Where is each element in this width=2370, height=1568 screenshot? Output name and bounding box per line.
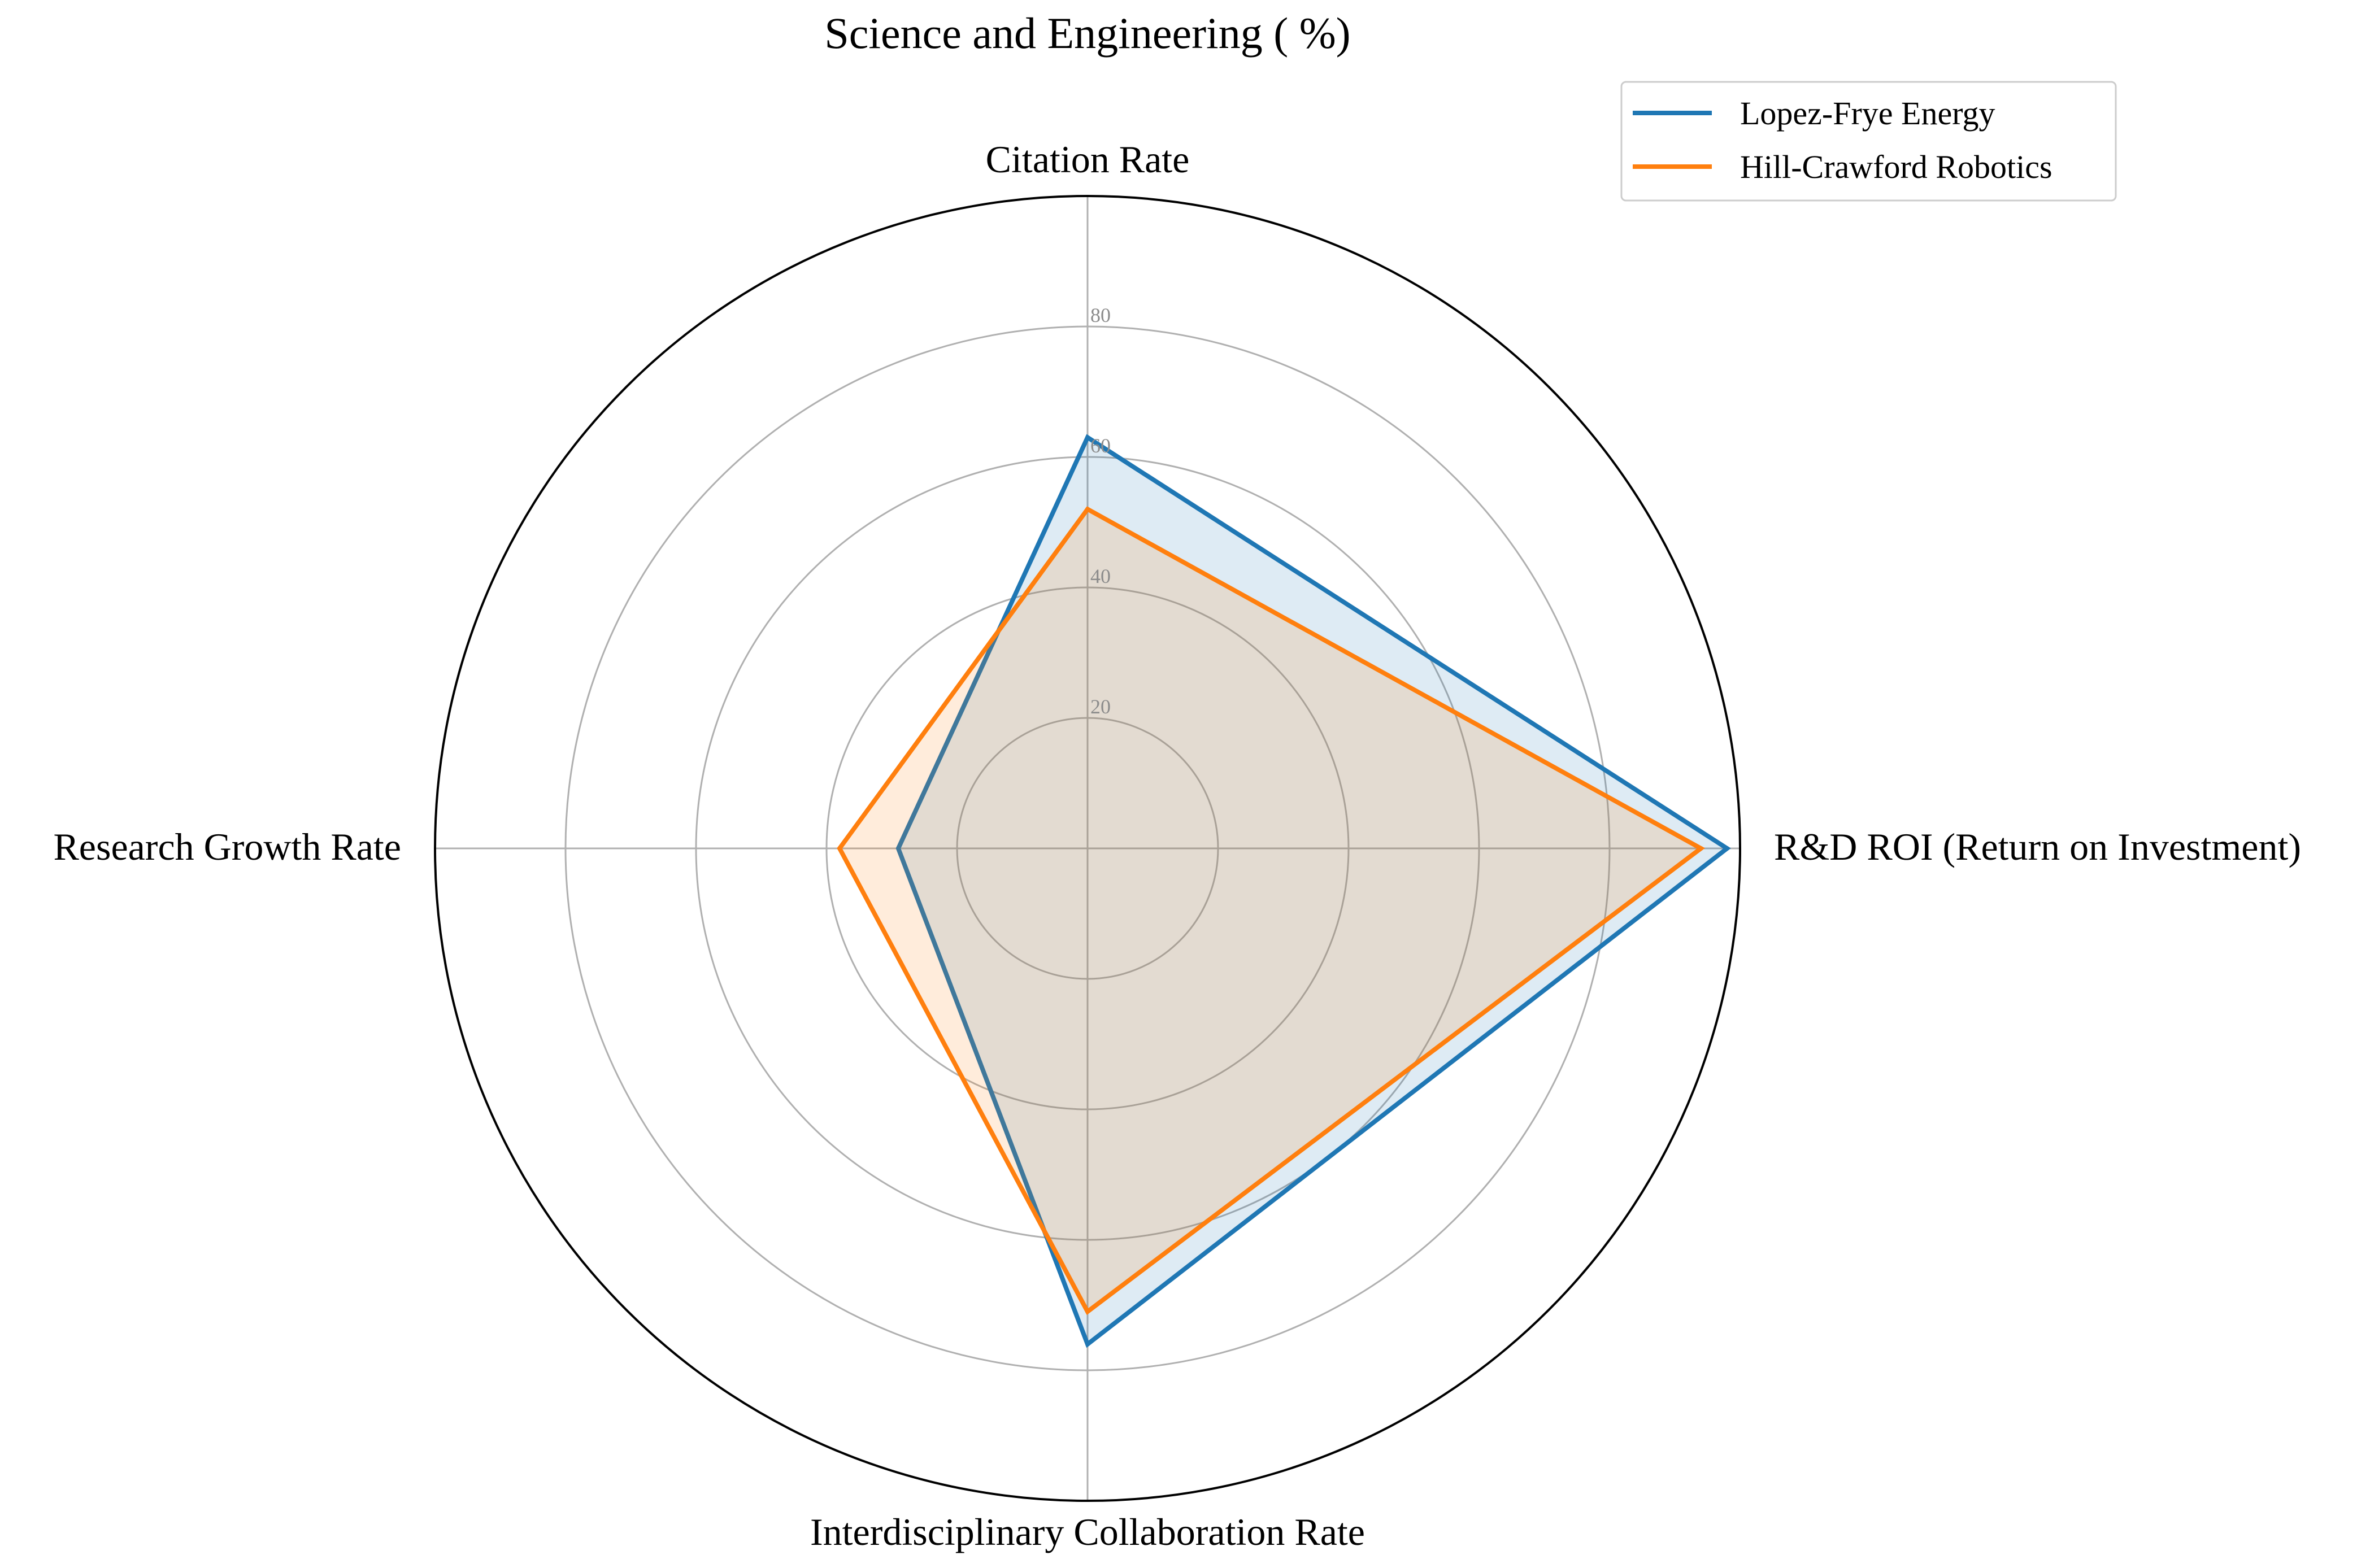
tick-label-60: 60 [1090, 434, 1111, 457]
series-hill-crawford-robotics [837, 506, 1706, 1316]
point-hill-crawford-robotics-research-growth-rate [837, 846, 842, 851]
legend: Lopez-Frye Energy Hill-Crawford Robotics [1620, 81, 2117, 202]
legend-label-hill-crawford-robotics: Hill-Crawford Robotics [1740, 149, 2052, 185]
point-lopez-frye-energy-research-growth-rate [896, 846, 901, 851]
point-hill-crawford-robotics-r-d-roi-return-on-investment [1698, 846, 1703, 851]
point-lopez-frye-energy-r-d-roi-return-on-investment [1724, 846, 1729, 851]
legend-label-lopez-frye-energy: Lopez-Frye Energy [1740, 95, 1995, 132]
axis-label-interdisciplinary-collaboration-rate: Interdisciplinary Collaboration Rate [810, 1510, 1365, 1553]
series-fill-lopez-frye-energy [898, 437, 1727, 1344]
series-fill-hill-crawford-robotics [840, 509, 1701, 1312]
point-hill-crawford-robotics-citation-rate [1085, 507, 1090, 512]
grid-layer [434, 195, 1741, 1502]
chart-title: Science and Engineering ( %) [824, 8, 1350, 58]
tick-label-40: 40 [1090, 565, 1111, 587]
tick-label-80: 80 [1090, 304, 1111, 326]
tick-label-20: 20 [1090, 695, 1111, 718]
outer-frame [434, 195, 1741, 1502]
point-lopez-frye-energy-interdisciplinary-collaboration-rate [1085, 1341, 1090, 1347]
axis-label-research-growth-rate: Research Growth Rate [53, 825, 401, 868]
tick-labels: 20 40 60 80 [1090, 304, 1111, 718]
axis-label-rd-roi: R&D ROI (Return on Investment) [1774, 825, 2301, 868]
legend-frame [1620, 81, 2117, 202]
series-lopez-frye-energy [895, 434, 1731, 1348]
point-hill-crawford-robotics-interdisciplinary-collaboration-rate [1085, 1309, 1090, 1314]
series-layer [837, 434, 1731, 1348]
point-lopez-frye-energy-citation-rate [1085, 435, 1090, 440]
axis-label-citation-rate: Citation Rate [986, 138, 1190, 181]
